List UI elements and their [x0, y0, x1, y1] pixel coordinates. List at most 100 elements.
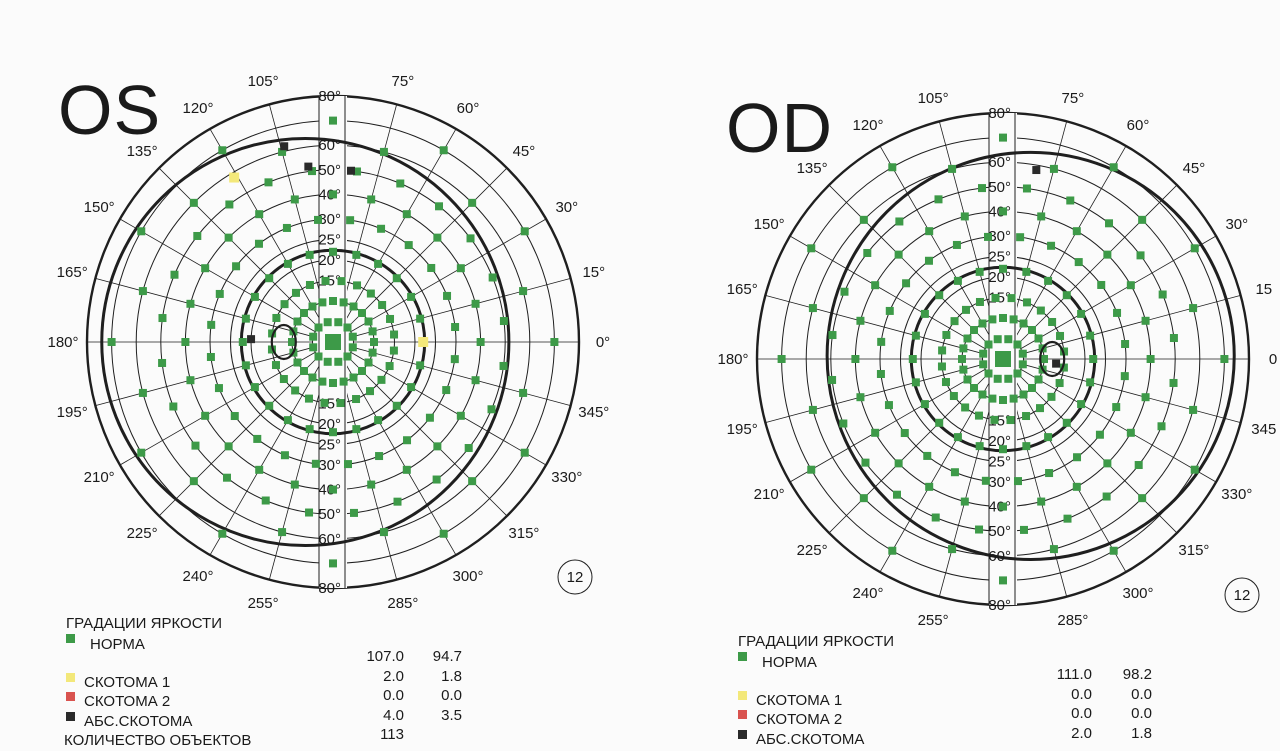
- point-norm: [320, 398, 329, 407]
- point-norm: [389, 346, 398, 355]
- point-norm: [1023, 298, 1032, 307]
- point-norm: [425, 413, 434, 422]
- point-norm: [1105, 219, 1114, 228]
- point-norm: [456, 264, 465, 273]
- legend-title: ГРАДАЦИИ ЯРКОСТИ: [64, 614, 484, 634]
- point-norm: [290, 480, 299, 489]
- point-norm: [378, 300, 387, 309]
- point-norm: [404, 241, 413, 250]
- point-norm: [250, 292, 259, 301]
- point-norm: [981, 476, 990, 485]
- point-norm: [840, 287, 849, 296]
- grid-spoke: [209, 359, 324, 556]
- point-norm: [499, 361, 508, 370]
- point-norm: [255, 210, 264, 219]
- blind-spot-outline: [270, 323, 297, 361]
- angle-label: 75°: [1062, 90, 1085, 107]
- point-norm: [1089, 355, 1098, 363]
- angle-label: 180°: [47, 334, 78, 351]
- point-norm: [487, 405, 496, 414]
- point-norm: [970, 383, 979, 392]
- point-norm: [1055, 379, 1064, 388]
- point-norm: [993, 335, 1002, 344]
- point-norm: [305, 280, 314, 289]
- point-norm: [877, 337, 886, 346]
- point-norm: [978, 319, 987, 328]
- radius-label: 80°: [318, 580, 341, 597]
- point-norm: [520, 227, 529, 236]
- point-norm: [439, 529, 448, 538]
- point-norm: [343, 460, 352, 469]
- point-norm: [1102, 492, 1111, 501]
- point-norm: [856, 316, 865, 325]
- point-norm: [1022, 267, 1031, 276]
- point-norm: [894, 250, 903, 259]
- point-norm: [336, 399, 345, 408]
- angle-label: 210°: [754, 486, 785, 503]
- legend-row: СКОТОМА 1 0.0 0.0: [736, 686, 1156, 711]
- outer-isopter: [825, 150, 1236, 561]
- point-norm: [885, 306, 894, 315]
- point-norm: [1141, 393, 1150, 402]
- angle-label: 285°: [387, 595, 418, 612]
- point-absolute-scotoma: [1032, 166, 1041, 175]
- point-norm: [170, 270, 179, 279]
- point-norm: [871, 281, 880, 290]
- point-norm: [828, 375, 837, 384]
- point-norm: [304, 394, 313, 403]
- point-norm: [224, 233, 233, 242]
- angle-label: 15°: [582, 264, 605, 281]
- point-norm: [1109, 546, 1118, 555]
- angle-label: 165°: [727, 281, 758, 298]
- point-norm: [282, 223, 291, 232]
- point-norm: [550, 338, 559, 346]
- legend-row: 107.0 94.7: [64, 648, 484, 673]
- point-norm: [337, 277, 346, 286]
- point-norm: [999, 207, 1007, 216]
- angle-label: 315°: [1178, 542, 1209, 559]
- point-norm: [107, 338, 116, 346]
- point-norm: [961, 305, 970, 314]
- point-norm: [1004, 374, 1013, 383]
- point-norm: [158, 314, 167, 323]
- point-norm: [1112, 403, 1121, 412]
- point-norm: [1019, 525, 1028, 534]
- point-norm: [979, 349, 988, 358]
- point-norm: [451, 323, 460, 332]
- point-norm: [520, 448, 529, 457]
- point-norm: [1169, 334, 1178, 343]
- point-norm: [1062, 418, 1071, 427]
- point-norm: [271, 361, 280, 370]
- grid-spoke: [1007, 378, 1068, 597]
- legend-row: КОЛИЧЕСТВО ОБЪЕКТОВ 113: [64, 726, 484, 751]
- legend-label: АБС.СКОТОМА: [756, 730, 865, 748]
- point-norm: [1077, 309, 1086, 318]
- point-norm: [225, 200, 234, 209]
- point-norm: [1138, 494, 1147, 503]
- point-norm: [920, 400, 929, 409]
- angle-label: 60°: [1127, 117, 1150, 134]
- legend-value-1: 2.0: [1071, 724, 1092, 742]
- point-norm: [279, 375, 288, 384]
- point-norm: [1040, 355, 1048, 363]
- point-norm: [959, 365, 968, 374]
- grid-spoke: [765, 363, 984, 424]
- point-norm: [1190, 465, 1199, 474]
- grid-spoke: [352, 277, 571, 338]
- angle-label: 105°: [918, 90, 949, 107]
- point-norm: [984, 369, 993, 378]
- point-norm: [329, 485, 337, 494]
- point-norm: [343, 323, 352, 332]
- point-norm: [999, 133, 1007, 142]
- point-norm: [206, 352, 215, 361]
- legend-value-1: 107.0: [366, 648, 404, 665]
- point-norm: [1013, 477, 1022, 486]
- point-norm: [471, 376, 480, 385]
- point-norm: [364, 317, 373, 326]
- point-norm: [468, 477, 477, 486]
- point-norm: [308, 302, 317, 311]
- legend-value-2: 3.5: [441, 706, 462, 724]
- point-norm: [349, 302, 358, 311]
- radius-label: 60°: [318, 531, 341, 548]
- point-norm: [318, 377, 327, 386]
